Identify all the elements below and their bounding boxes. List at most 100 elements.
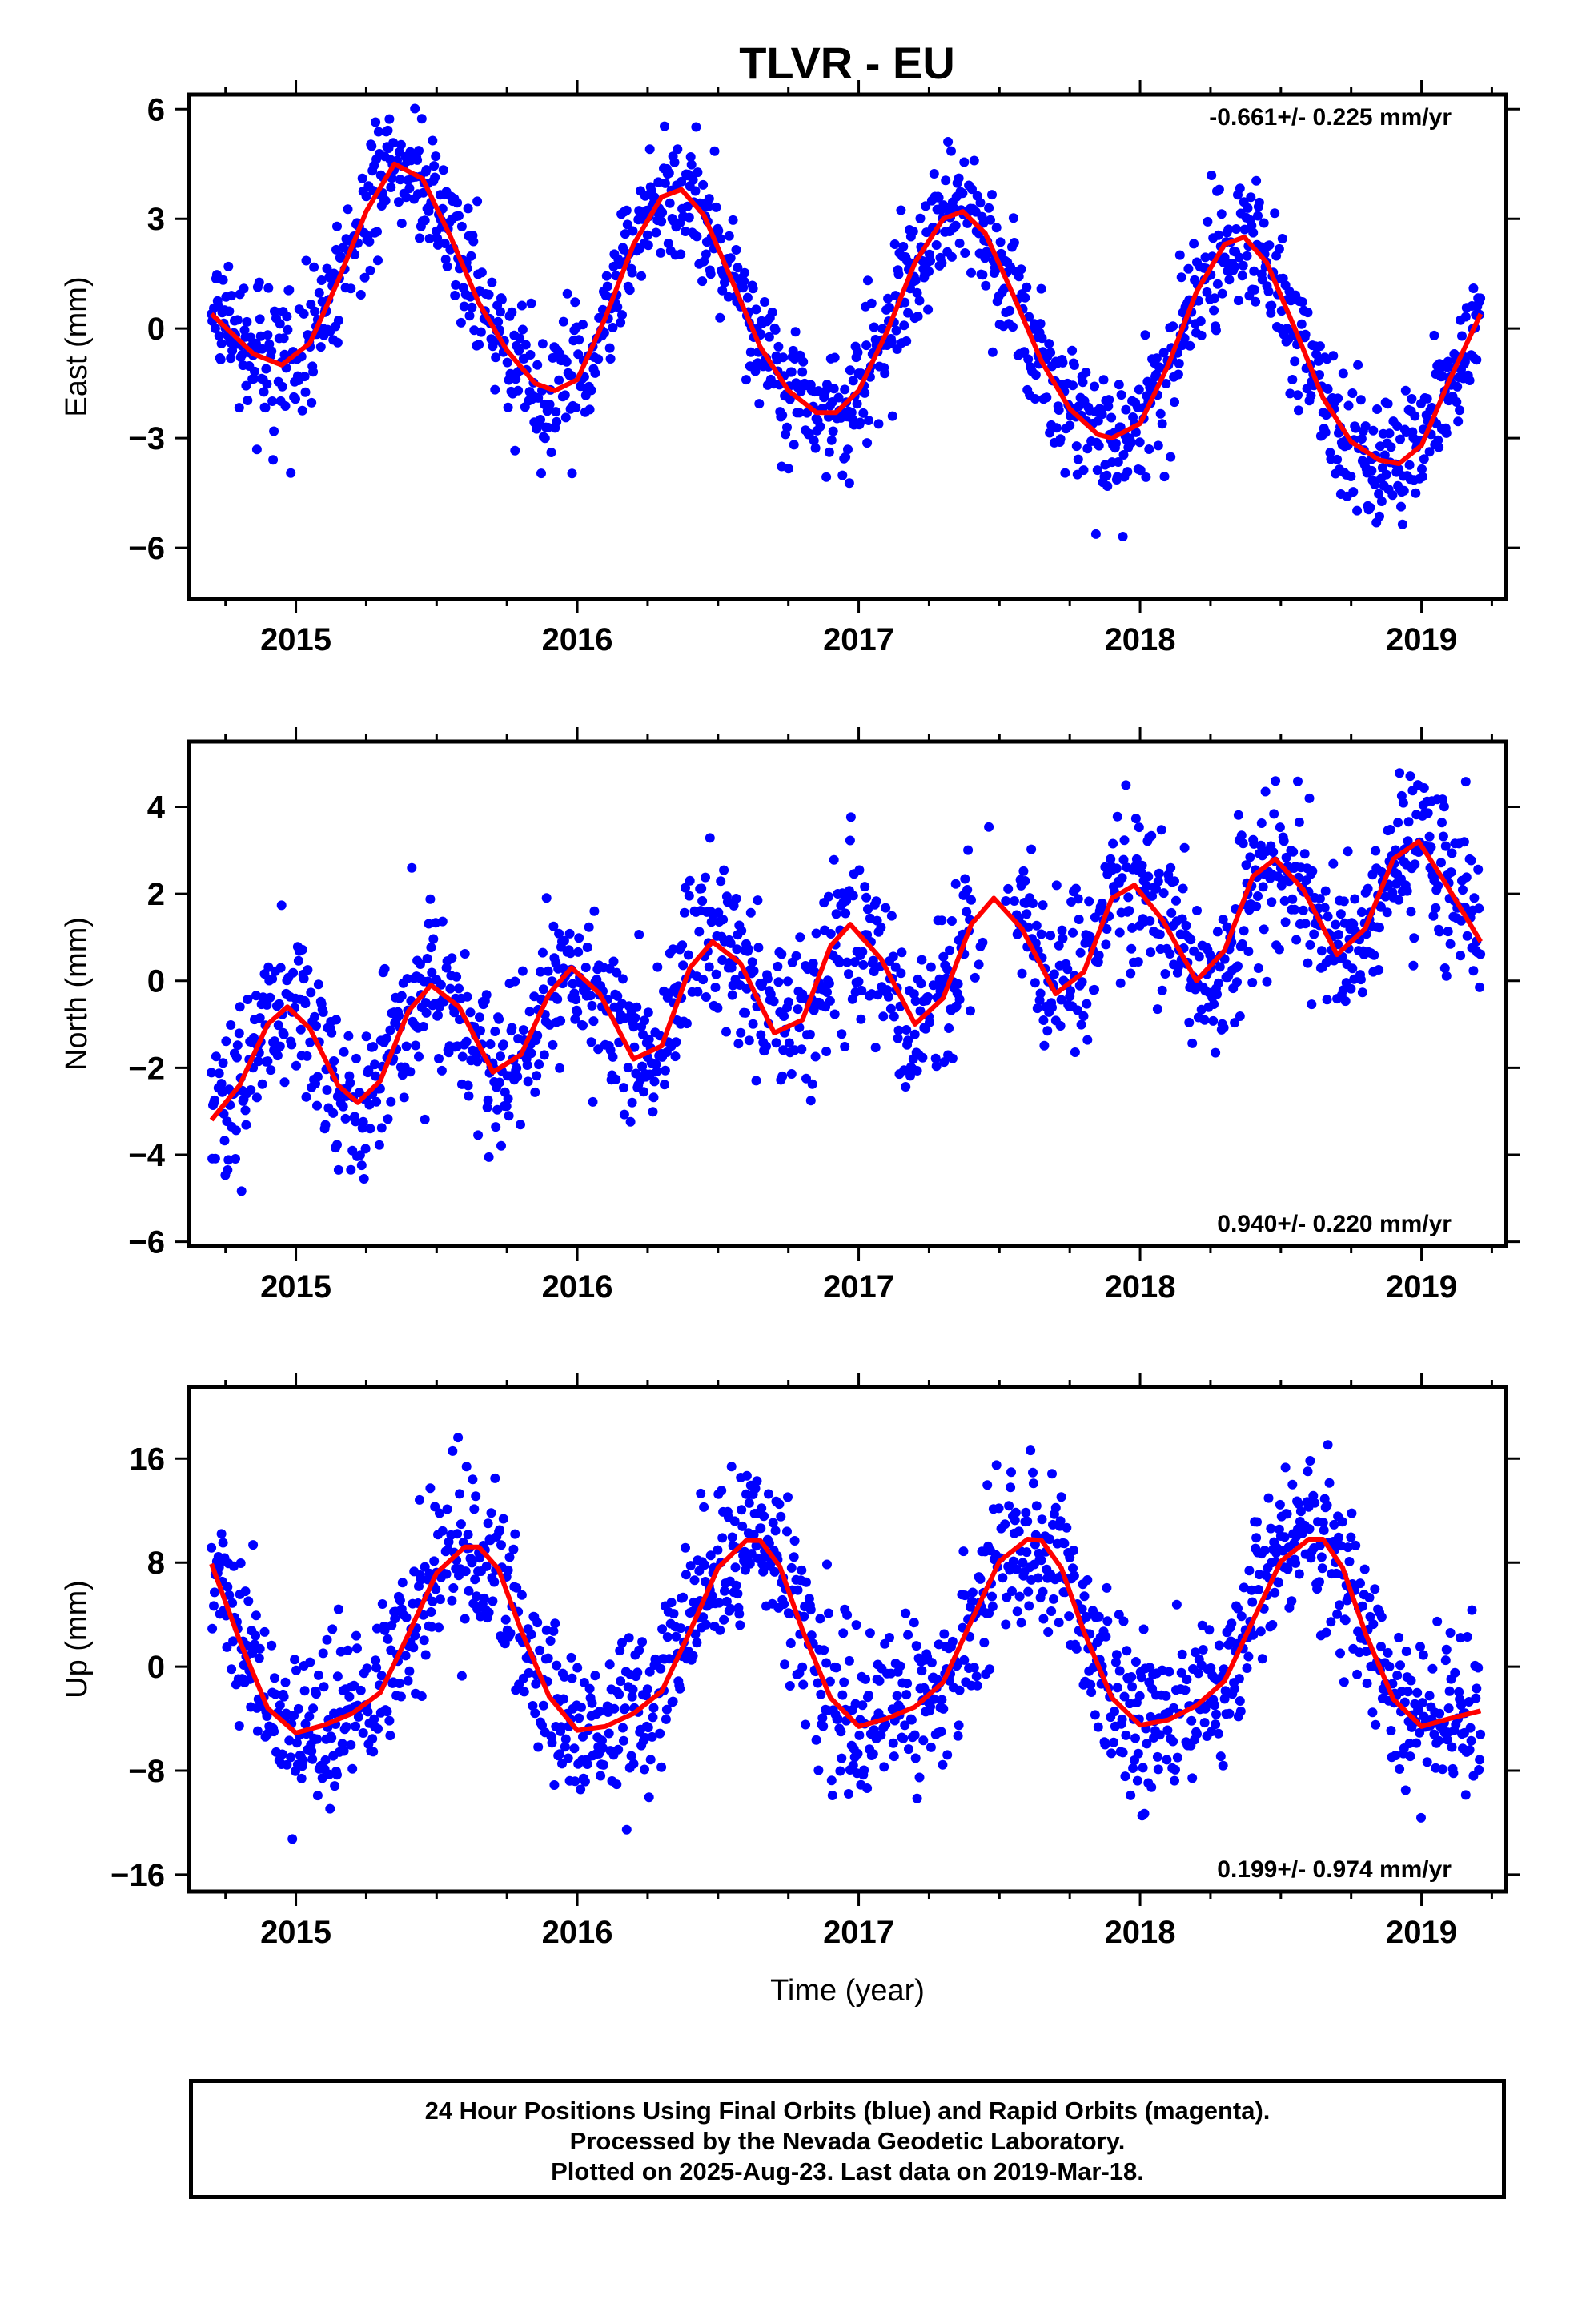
east-point [1118,450,1129,460]
north-point [1046,931,1056,941]
east-point [440,239,450,248]
east-point [335,251,346,262]
east-point [280,401,291,411]
up-point [967,1587,978,1598]
north-point [313,979,323,990]
east-point [1381,469,1391,480]
east-point [984,203,994,213]
north-point [944,1023,954,1033]
east-point [456,317,466,328]
east-point [1253,211,1263,221]
up-point [270,1673,279,1683]
east-point [660,121,669,131]
up-point [574,1713,584,1723]
up-point [731,1580,741,1590]
north-point [628,1022,639,1032]
east-point [1174,359,1184,368]
up-point [1376,1642,1386,1652]
east-point [1090,381,1099,392]
up-point [1102,1582,1112,1593]
north-point [829,854,839,865]
up-point [1214,1640,1224,1651]
east-point [946,251,957,262]
north-point [1171,895,1181,906]
east-point [299,308,309,319]
up-point [1404,1739,1415,1748]
east-point [1338,368,1348,379]
north-point [420,1114,430,1124]
east-point [663,239,673,248]
east-point [308,367,319,377]
up-point [448,1583,459,1593]
north-point [1236,830,1247,841]
up-point [1126,1790,1136,1800]
north-point [265,992,275,1003]
north-point [1101,939,1111,950]
up-point [1371,1719,1381,1730]
up-point [864,1691,873,1700]
up-point [1117,1714,1127,1724]
north-point [297,944,307,955]
east-point [394,197,404,207]
up-point [1370,1584,1380,1594]
up-point [720,1586,729,1596]
north-point [312,1072,323,1082]
up-point [868,1749,878,1759]
up-point [352,1643,362,1654]
east-point [1078,377,1088,388]
east-frame [187,92,1508,601]
up-point [947,1636,958,1647]
east-point [942,203,952,213]
east-point [1410,411,1420,421]
east-point [627,267,637,278]
up-point [1038,1586,1048,1597]
up-point [888,1738,898,1748]
up-point [1218,1760,1228,1771]
east-point [1022,282,1032,292]
east-point [1213,230,1223,240]
north-point [1166,907,1177,918]
north-point [717,955,728,965]
north-point [825,929,836,939]
east-point [676,249,686,259]
up-point [1267,1620,1278,1630]
east-point [546,448,556,457]
east-point [621,205,632,215]
up-point [1383,1647,1393,1658]
up-point [1280,1462,1291,1473]
up-point [700,1560,709,1570]
east-point [1051,423,1062,433]
up-point [1145,1663,1155,1673]
up-point [1364,1593,1375,1602]
north-point [1130,814,1141,824]
east-point [410,103,420,114]
east-point [416,114,427,124]
up-point [1367,1707,1378,1718]
up-point [786,1562,797,1573]
north-point [1127,923,1138,933]
up-point [939,1629,950,1639]
up-point [1257,1654,1267,1664]
north-point [293,955,303,966]
east-point [396,139,406,150]
east-point [1189,239,1199,249]
up-point [1211,1709,1221,1719]
east-y-tick-label: −6 [128,531,165,566]
east-point [472,196,483,207]
north-point [963,845,974,855]
up-point [1266,1523,1276,1534]
north-point [849,957,860,967]
north-point [1259,924,1269,935]
east-point [1135,465,1146,476]
east-point [532,360,543,370]
up-point [657,1624,668,1634]
north-point [1157,985,1167,995]
up-point [1170,1764,1180,1775]
north-point [251,1092,262,1103]
up-point [210,1587,219,1598]
up-point [776,1511,786,1522]
east-point [943,137,954,147]
up-point [313,1670,323,1680]
